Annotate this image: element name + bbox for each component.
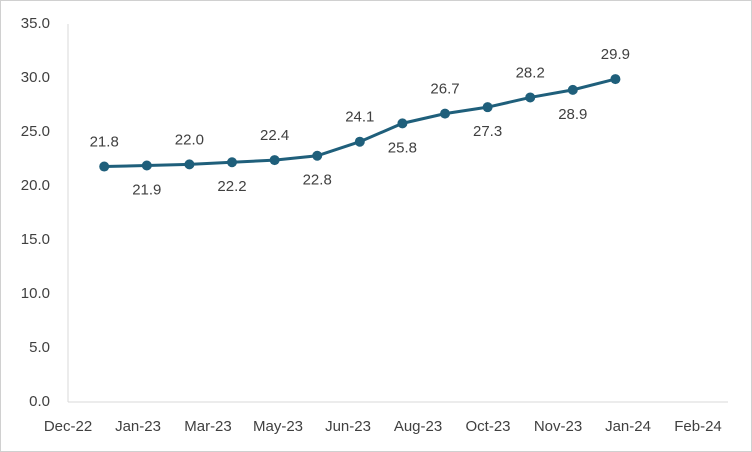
- y-tick-label: 0.0: [29, 393, 50, 410]
- data-label: 28.9: [558, 106, 587, 123]
- data-label: 27.3: [473, 123, 502, 140]
- point: [184, 159, 195, 170]
- data-label: 21.9: [132, 181, 161, 198]
- x-tick-label: Mar-23: [184, 418, 232, 435]
- y-tick-label: 20.0: [21, 177, 50, 194]
- point: [397, 118, 408, 129]
- data-label: 25.8: [388, 139, 417, 156]
- point: [354, 136, 365, 147]
- x-tick-label: Jan-23: [115, 418, 161, 435]
- data-label: 22.4: [260, 127, 289, 144]
- point: [312, 150, 323, 161]
- x-tick-label: Oct-23: [465, 418, 510, 435]
- data-label: 21.8: [90, 134, 119, 151]
- data-label: 29.9: [601, 46, 630, 63]
- point: [525, 92, 536, 103]
- point: [141, 160, 152, 171]
- point: [567, 84, 578, 95]
- x-tick-label: Feb-24: [674, 418, 722, 435]
- x-tick-label: Jun-23: [325, 418, 371, 435]
- point: [99, 161, 110, 172]
- data-label: 22.8: [303, 172, 332, 189]
- x-tick-label: Dec-22: [44, 418, 92, 435]
- point: [610, 74, 621, 85]
- x-tick-label: Aug-23: [394, 418, 442, 435]
- data-label: 22.2: [217, 178, 246, 195]
- data-label: 26.7: [430, 81, 459, 98]
- point: [482, 102, 493, 113]
- data-label: 22.0: [175, 131, 204, 148]
- y-tick-label: 5.0: [29, 339, 50, 356]
- x-tick-label: Jan-24: [605, 418, 651, 435]
- y-tick-label: 30.0: [21, 69, 50, 86]
- x-tick-label: Nov-23: [534, 418, 582, 435]
- y-tick-label: 25.0: [21, 123, 50, 140]
- x-tick-label: May-23: [253, 418, 303, 435]
- y-tick-label: 10.0: [21, 285, 50, 302]
- point: [440, 108, 451, 119]
- point: [227, 157, 238, 168]
- data-label: 28.2: [516, 64, 545, 81]
- data-label: 24.1: [345, 109, 374, 126]
- y-tick-label: 15.0: [21, 231, 50, 248]
- point: [269, 155, 280, 166]
- y-tick-label: 35.0: [21, 15, 50, 32]
